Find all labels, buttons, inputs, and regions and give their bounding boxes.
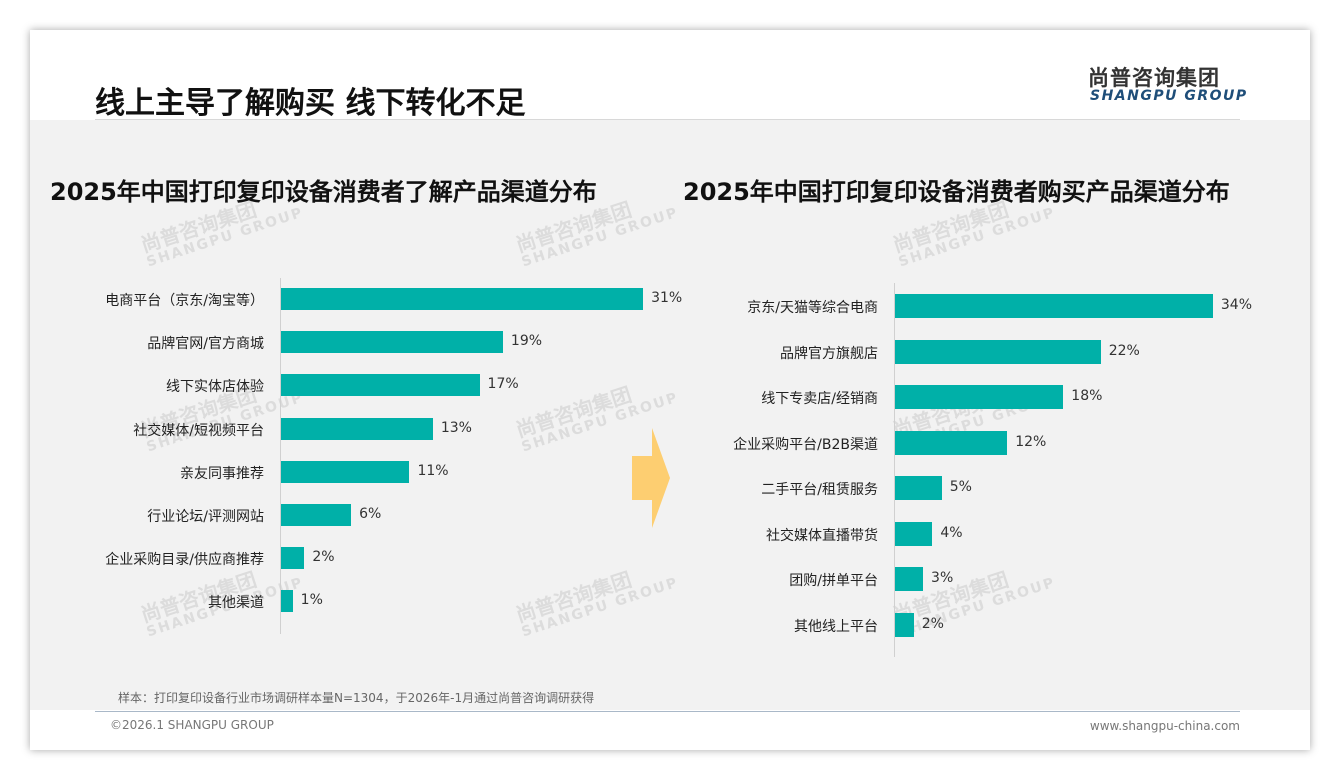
bar (895, 567, 924, 591)
content-background (30, 120, 1310, 710)
category-label: 品牌官网/官方商城 (147, 336, 264, 353)
data-label: 1% (300, 592, 323, 609)
category-label: 企业采购目录/供应商推荐 (105, 552, 264, 569)
data-label: 22% (1108, 342, 1140, 359)
category-label: 二手平台/租赁服务 (761, 482, 878, 498)
data-label: 2% (921, 615, 944, 632)
bar (895, 612, 914, 637)
chart-title-right: 2025年中国打印复印设备消费者购买产品渠道分布 (683, 178, 1230, 206)
arrow-right-icon (632, 428, 670, 528)
bar (895, 385, 1064, 409)
bar (895, 476, 942, 500)
category-label: 品牌官方旗舰店 (780, 345, 878, 362)
bar (281, 547, 305, 570)
header-divider (95, 119, 1240, 120)
bar (895, 521, 933, 546)
bar (281, 288, 644, 310)
data-label: 18% (1071, 388, 1103, 404)
category-label: 团购/拼单平台 (789, 573, 878, 589)
data-label: 31% (651, 290, 683, 306)
data-label: 5% (949, 479, 972, 495)
logo-text-en: SHANGPU GROUP (1090, 88, 1248, 104)
category-label: 企业采购平台/B2B渠道 (733, 436, 878, 453)
chart-title-left: 2025年中国打印复印设备消费者了解产品渠道分布 (50, 178, 597, 206)
bar (895, 339, 1101, 364)
category-label: 京东/天猫等综合电商 (747, 300, 878, 316)
category-label: 行业论坛/评测网站 (147, 509, 264, 525)
data-label: 2% (312, 549, 335, 566)
sample-note: 样本：打印复印设备行业市场调研样本量N=1304，于2026年-1月通过尚普咨询… (118, 691, 595, 705)
category-label: 其他渠道 (208, 595, 264, 612)
footer-divider (95, 711, 1240, 712)
bar (895, 430, 1008, 455)
data-label: 3% (931, 570, 954, 586)
bar (281, 504, 352, 526)
bar (281, 590, 293, 613)
category-label: 社交媒体/短视频平台 (133, 422, 264, 439)
data-label: 12% (1015, 433, 1047, 450)
data-label: 4% (940, 524, 963, 541)
category-label: 亲友同事推荐 (180, 465, 264, 482)
data-label: 17% (487, 376, 519, 393)
chart-axis (894, 283, 895, 657)
bar (281, 331, 503, 354)
bar (281, 417, 433, 440)
chart-axis (280, 278, 281, 634)
bar (895, 294, 1213, 318)
page-title: 线上主导了解购买 线下转化不足 (95, 86, 526, 121)
data-label: 19% (510, 333, 543, 350)
bar (281, 460, 410, 483)
category-label: 线下专卖店/经销商 (761, 391, 878, 407)
logo-text-cn: 尚普咨询集团 (1088, 66, 1220, 90)
data-label: 6% (359, 506, 382, 522)
data-label: 34% (1220, 297, 1253, 313)
category-label: 社交媒体直播带货 (766, 527, 878, 544)
copyright: ©2026.1 SHANGPU GROUP (110, 718, 274, 732)
category-label: 线下实体店体验 (166, 379, 264, 396)
category-label: 其他线上平台 (794, 618, 878, 635)
website-url: www.shangpu-china.com (1089, 719, 1240, 733)
bar (281, 374, 480, 397)
category-label: 电商平台（京东/淘宝等） (105, 293, 264, 309)
data-label: 11% (417, 462, 449, 479)
data-label: 13% (440, 419, 472, 436)
